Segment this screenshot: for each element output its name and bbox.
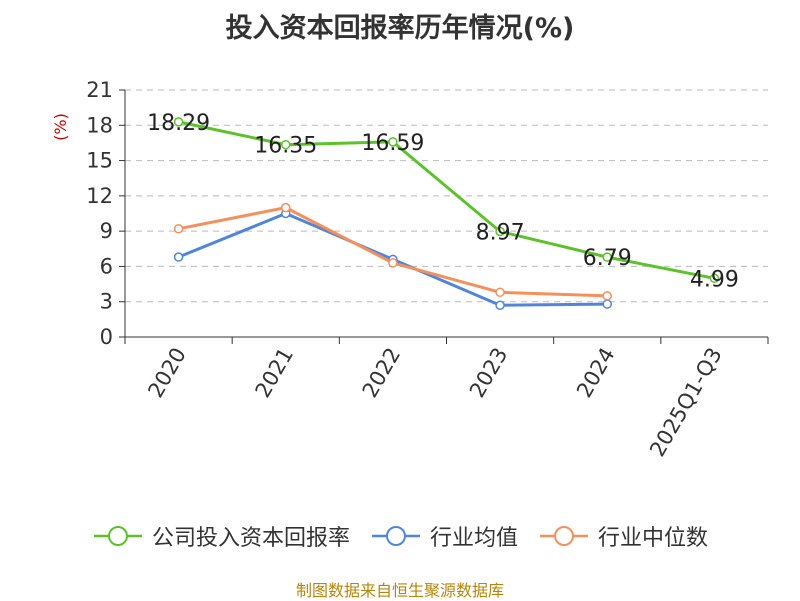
series-lines xyxy=(173,117,720,310)
legend-circle xyxy=(385,526,406,546)
data-point xyxy=(709,273,720,284)
y-tick-label: 6 xyxy=(100,254,113,278)
x-tick-label: 2021 xyxy=(251,344,299,402)
legend-label: 公司投入资本回报率 xyxy=(151,526,350,551)
y-tick-label: 18 xyxy=(86,113,113,137)
x-tick-label: 2024 xyxy=(572,344,620,402)
legend-label: 行业均值 xyxy=(429,526,518,551)
legend-circle xyxy=(107,526,128,546)
data-label: 16.59 xyxy=(361,131,424,156)
chart-title: 投入资本回报率历年情况(%) xyxy=(225,13,575,44)
data-point xyxy=(602,252,612,262)
legend: 公司投入资本回报率 行业均值 行业中位数 xyxy=(0,520,800,552)
legend-circle xyxy=(554,526,574,546)
y-tick-label: 0 xyxy=(100,325,113,349)
y-tick-label: 12 xyxy=(86,184,113,208)
legend-marker xyxy=(93,526,142,546)
data-point xyxy=(173,117,184,127)
series-line xyxy=(178,206,608,298)
data-point xyxy=(495,300,505,310)
data-point xyxy=(388,258,398,268)
y-tick-label: 3 xyxy=(100,290,113,314)
source-note: 制图数据来自恒生聚源数据库 xyxy=(295,581,504,600)
legend-item: 行业均值 xyxy=(370,520,518,552)
data-point xyxy=(281,202,291,213)
legend-item: 公司投入资本回报率 xyxy=(92,520,350,552)
data-point xyxy=(495,287,505,298)
data-point xyxy=(281,139,291,150)
data-point xyxy=(173,252,184,262)
data-label: 4.99 xyxy=(690,267,739,292)
data-point xyxy=(388,137,398,147)
data-point xyxy=(602,299,612,309)
y-tick-label: 15 xyxy=(86,149,113,173)
y-tick-label: 21 xyxy=(86,78,113,102)
legend-label: 行业中位数 xyxy=(598,526,709,551)
data-point xyxy=(602,291,612,301)
x-tick-label: 2020 xyxy=(143,344,191,402)
data-label: 6.79 xyxy=(583,246,632,271)
data-point xyxy=(173,224,184,234)
x-tick-label: 2022 xyxy=(358,344,406,402)
legend-item: 行业中位数 xyxy=(538,520,708,552)
legend-marker xyxy=(540,526,588,546)
data-label: 16.35 xyxy=(254,134,317,159)
x-tick-label: 2023 xyxy=(465,344,513,402)
series-line xyxy=(178,120,715,280)
y-tick-label: 9 xyxy=(100,219,113,243)
legend-marker xyxy=(371,526,420,546)
data-labels: 18.29 16.35 16.59 8.97 6.79 4.99 xyxy=(147,111,739,292)
x-tick-label: 2025Q1-Q3 xyxy=(645,344,727,461)
grid-lines xyxy=(125,89,768,303)
data-label: 18.29 xyxy=(147,111,210,136)
data-label: 8.97 xyxy=(476,220,525,245)
y-axis-label: (%) xyxy=(51,113,70,141)
data-point xyxy=(495,226,505,237)
